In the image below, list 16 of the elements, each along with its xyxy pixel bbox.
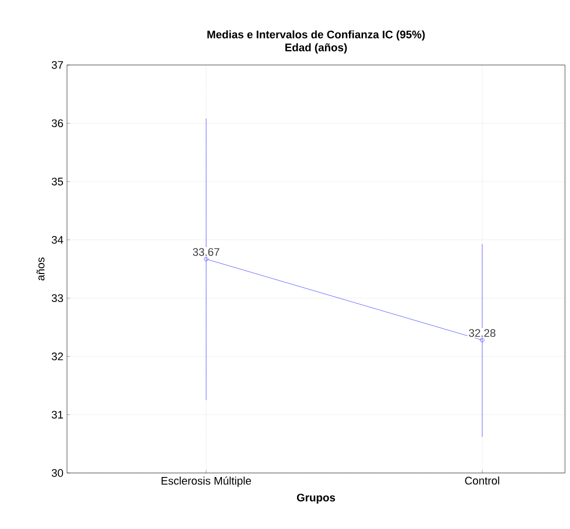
- y-tick-label: 32: [52, 352, 63, 360]
- x-tick-label: Control: [465, 476, 500, 485]
- y-tick-label: 36: [52, 119, 63, 128]
- x-tick-label: Esclerosis Múltiple: [162, 476, 251, 487]
- y-tick-label: 31: [52, 410, 63, 419]
- y-tick-label: 37: [52, 61, 63, 69]
- y-tick-label: 30: [52, 469, 64, 477]
- chart-title: Medias e Intervalos de Confianza IC (95%): [207, 30, 425, 41]
- x-axis-title: Grupos: [296, 494, 336, 504]
- data-label: 33.67: [192, 248, 220, 256]
- y-tick-label: 35: [52, 178, 64, 186]
- y-axis-title: años: [36, 258, 44, 280]
- y-tick-label: 34: [52, 236, 64, 244]
- chart-subtitle: Edad (años): [285, 43, 347, 54]
- data-label: 32.28: [468, 329, 496, 337]
- y-tick-label: 33: [52, 294, 63, 302]
